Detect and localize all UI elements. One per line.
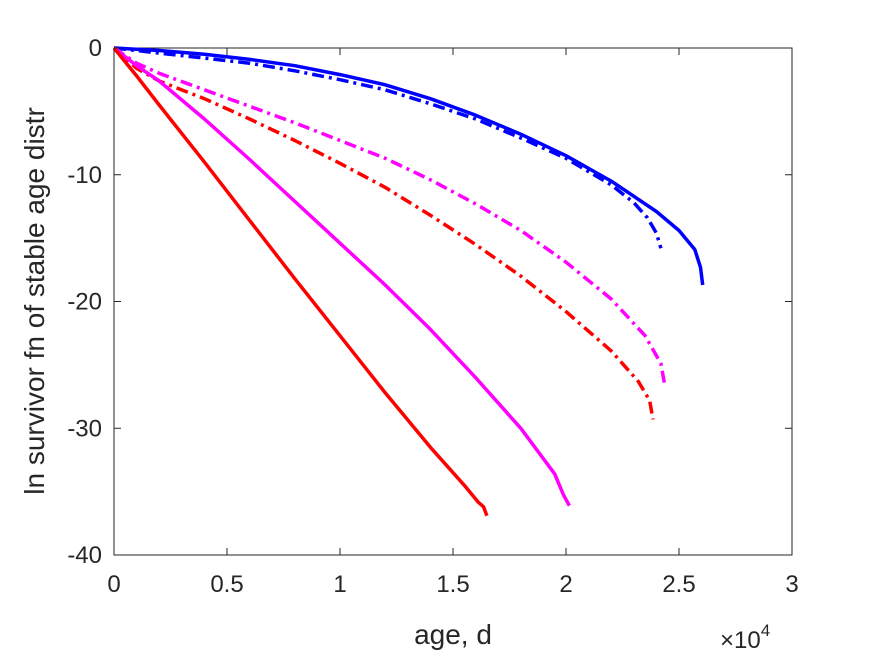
series-layer — [112, 46, 705, 517]
series-line-1 — [113, 46, 705, 286]
x-tick-label: 2.5 — [662, 571, 695, 598]
x-exponent-base: ×10 — [720, 627, 761, 654]
x-exponent-power: 4 — [761, 621, 770, 640]
y-axis-label: ln survivor fn of stable age distr — [19, 107, 50, 495]
series-line-2 — [113, 46, 663, 249]
x-axis-label: age, d — [414, 619, 492, 650]
x-tick-label: 1 — [333, 571, 346, 598]
x-tick-label: 0.5 — [210, 571, 243, 598]
y-tick-label: 0 — [89, 35, 102, 62]
plot-area — [113, 47, 793, 556]
x-exponent-label: ×104 — [720, 621, 770, 654]
x-tick-label: 1.5 — [436, 571, 469, 598]
x-tick-label: 2 — [559, 571, 572, 598]
y-tick-label: -10 — [67, 162, 102, 189]
series-line-3 — [113, 46, 667, 383]
tick-layer: 0 0.5 1 1.5 2 2.5 3 0 -10 -20 -30 -40 — [67, 35, 798, 598]
y-tick-label: -30 — [67, 415, 102, 442]
series-line-4 — [112, 46, 655, 420]
y-tick-label: -20 — [67, 289, 102, 316]
series-line-5 — [112, 46, 571, 507]
x-tick-label: 0 — [107, 571, 120, 598]
series-line-6 — [112, 46, 489, 517]
y-tick-label: -40 — [67, 542, 102, 569]
x-tick-label: 3 — [785, 571, 798, 598]
